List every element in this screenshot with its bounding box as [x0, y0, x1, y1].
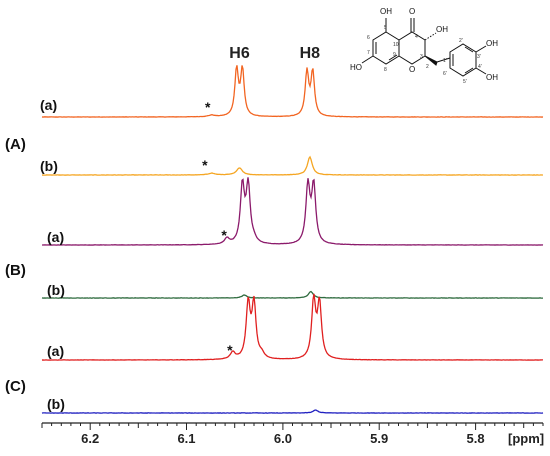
locant-4p: 4'	[478, 64, 482, 70]
atom-oh-3p: OH	[486, 39, 498, 48]
x-axis-unit-label: [ppm]	[508, 431, 544, 446]
locant-10: 10	[393, 42, 399, 48]
trace-label-A-a: (a)	[40, 97, 57, 113]
oh-3-bond	[424, 32, 437, 41]
x-tick-label: 5.9	[370, 431, 388, 446]
atom-ho-7: HO	[350, 63, 362, 72]
ring-c	[398, 31, 426, 65]
asterisk-A-a: *	[205, 99, 211, 115]
x-tick-label: 6.1	[177, 431, 195, 446]
ring-a	[372, 31, 400, 65]
group-label-B: (B)	[5, 262, 26, 279]
link-bond	[436, 57, 451, 63]
x-tick-label: 6.0	[274, 431, 292, 446]
impurity-asterisks: * * * *	[202, 99, 233, 358]
peak-label-H6: H6	[229, 45, 250, 62]
peak-label-H8: H8	[300, 45, 321, 62]
group-label-C: (C)	[5, 378, 26, 395]
locant-8: 8	[384, 67, 387, 73]
group-label-A: (A)	[5, 136, 26, 153]
locant-1p: 1'	[443, 58, 447, 64]
locant-6p: 6'	[443, 71, 447, 77]
locant-5p: 5'	[463, 79, 467, 85]
ring-b	[449, 43, 477, 77]
wedge-bond	[424, 55, 438, 66]
asterisk-B-a: *	[221, 227, 227, 243]
locant-6: 6	[367, 35, 370, 41]
trace-label-A-b: (b)	[40, 158, 58, 174]
trace-label-B-b: (b)	[47, 282, 65, 298]
atom-oh-3: OH	[436, 25, 448, 34]
spectrum-trace-B-b	[41, 290, 544, 299]
oh-4p-bond	[475, 67, 487, 75]
trace-label-B-a: (a)	[47, 229, 64, 245]
locant-2: 2	[426, 64, 429, 70]
spectrum-trace-A-b	[42, 155, 544, 176]
chemical-structure	[361, 18, 487, 77]
x-axis: 6.2 6.1 6.0 5.9 5.8	[41, 422, 544, 446]
atom-oh-4p: OH	[486, 73, 498, 82]
locant-2p: 2'	[459, 38, 463, 44]
spectrum-trace-A-a	[41, 65, 544, 118]
locant-9: 9	[393, 52, 396, 58]
locant-3: 3	[420, 54, 423, 60]
atom-o-ring: O	[409, 65, 415, 74]
locant-7: 7	[367, 50, 370, 56]
asterisk-A-b: *	[202, 157, 208, 173]
chemical-structure-labels: OH O OH HO O OH OH 5 4 3 6 10 7 8 9 2 1'…	[350, 7, 498, 85]
spectrum-trace-C-a	[41, 293, 544, 361]
atom-oh-5: OH	[380, 7, 392, 16]
locant-5: 5	[384, 25, 387, 31]
x-tick-label: 6.2	[81, 431, 99, 446]
spectra-traces	[41, 65, 544, 414]
x-tick-label: 5.8	[467, 431, 485, 446]
ring-b-double-bond-2	[464, 46, 474, 53]
trace-label-C-b: (b)	[47, 396, 65, 412]
oh-7-bond	[361, 55, 374, 64]
ring-b-double-bond-3	[464, 67, 474, 74]
atom-o-carbonyl: O	[409, 7, 415, 16]
spectrum-trace-B-a	[41, 177, 544, 246]
trace-label-C-a: (a)	[47, 343, 64, 359]
asterisk-C-a: *	[227, 342, 233, 358]
spectrum-trace-C-b	[41, 409, 544, 414]
locant-3p: 3'	[477, 54, 481, 60]
oh-3p-bond	[475, 45, 487, 53]
locant-4: 4	[415, 34, 418, 40]
ring-a-double-bond-2	[388, 54, 398, 61]
